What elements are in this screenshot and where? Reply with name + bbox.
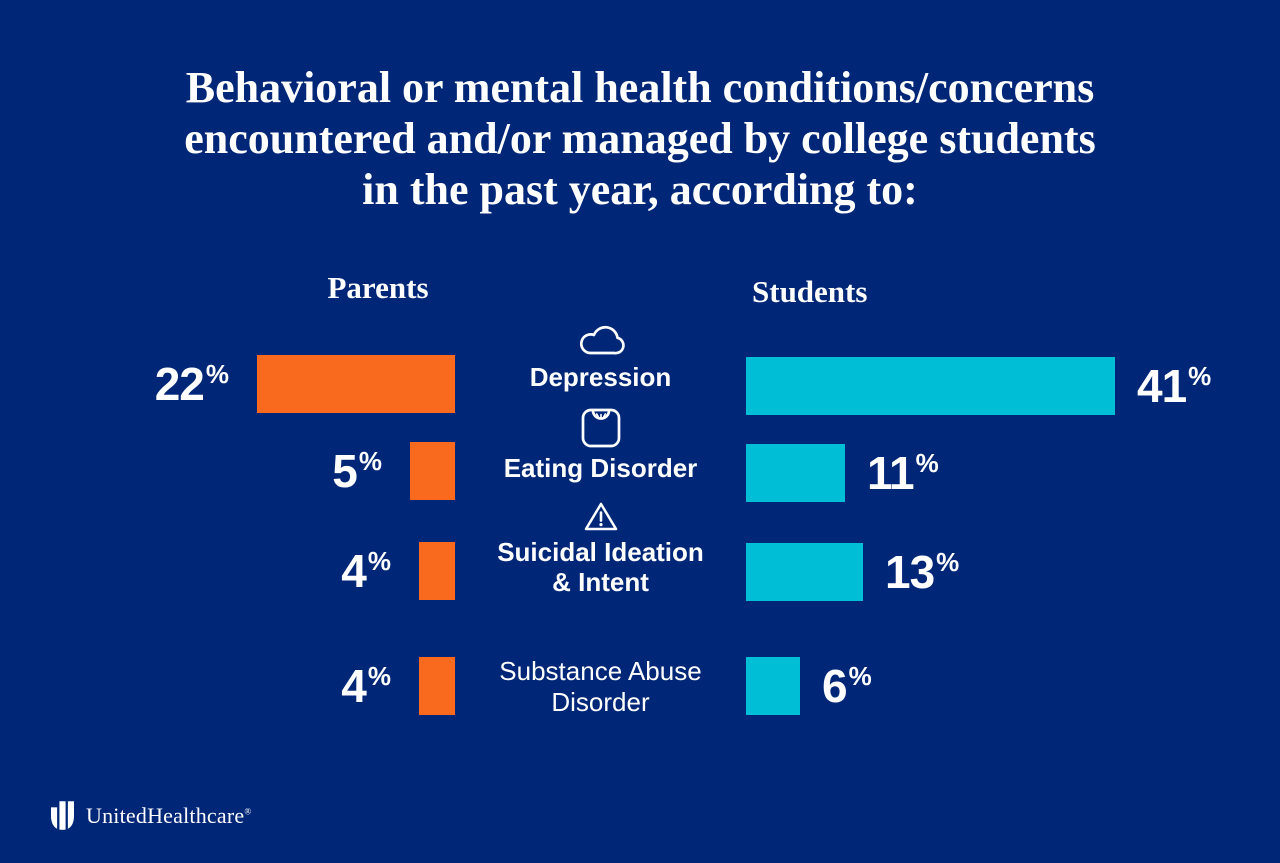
brand-name: UnitedHealthcare®: [86, 802, 252, 828]
students-column-header: Students: [752, 274, 868, 309]
category-label-line-2: Disorder: [551, 687, 650, 717]
students-bar-substance-abuse: [746, 657, 800, 715]
title-line-1: Behavioral or mental health conditions/c…: [185, 63, 1095, 112]
students-row-depression: 41%: [746, 357, 1211, 415]
students-value-suicidal-ideation: 13%: [885, 546, 960, 598]
students-value-eating-disorder: 11%: [867, 447, 939, 499]
page-title: Behavioral or mental health conditions/c…: [0, 62, 1280, 215]
students-row-suicidal-ideation: 13%: [746, 543, 959, 601]
parents-row-eating-disorder: 5%: [332, 442, 455, 500]
parents-row-suicidal-ideation: 4%: [341, 542, 455, 600]
parents-value-eating-disorder: 5%: [332, 445, 382, 497]
unitedhealthcare-shield-logo: [50, 800, 75, 831]
category-depression: Depression: [455, 324, 746, 392]
category-label-line-1: Substance Abuse: [499, 656, 702, 686]
parents-bar-suicidal-ideation: [419, 542, 455, 600]
scale-icon: [455, 408, 746, 448]
students-row-substance-abuse: 6%: [746, 657, 872, 715]
category-label-line-2: & Intent: [552, 567, 649, 597]
students-value-depression: 41%: [1137, 360, 1212, 412]
parents-bar-depression: [257, 355, 455, 413]
category-eating-disorder: Eating Disorder: [455, 408, 746, 483]
students-bar-eating-disorder: [746, 444, 845, 502]
parents-value-substance-abuse: 4%: [341, 660, 391, 712]
category-label: Depression: [529, 362, 672, 392]
title-line-3: in the past year, according to:: [362, 165, 918, 214]
parents-row-depression: 22%: [155, 355, 455, 413]
category-substance-abuse: Substance Abuse Disorder: [455, 656, 746, 718]
category-label-line-1: Suicidal Ideation: [497, 537, 704, 567]
parents-value-depression: 22%: [154, 358, 229, 410]
warning-icon: [455, 501, 746, 532]
title-line-2: encountered and/or managed by college st…: [184, 114, 1096, 163]
students-row-eating-disorder: 11%: [746, 444, 939, 502]
parents-bar-eating-disorder: [410, 442, 455, 500]
students-value-substance-abuse: 6%: [822, 660, 872, 712]
parents-bar-substance-abuse: [419, 657, 455, 715]
students-bar-depression: [746, 357, 1115, 415]
students-bar-suicidal-ideation: [746, 543, 863, 601]
registered-mark: ®: [244, 806, 252, 817]
parents-column-header: Parents: [327, 270, 429, 305]
parents-value-suicidal-ideation: 4%: [341, 545, 391, 597]
parents-row-substance-abuse: 4%: [341, 657, 455, 715]
category-label: Eating Disorder: [503, 453, 698, 483]
brand-footer: UnitedHealthcare®: [50, 800, 251, 831]
category-suicidal-ideation: Suicidal Ideation & Intent: [455, 501, 746, 597]
cloud-icon: [455, 324, 746, 357]
